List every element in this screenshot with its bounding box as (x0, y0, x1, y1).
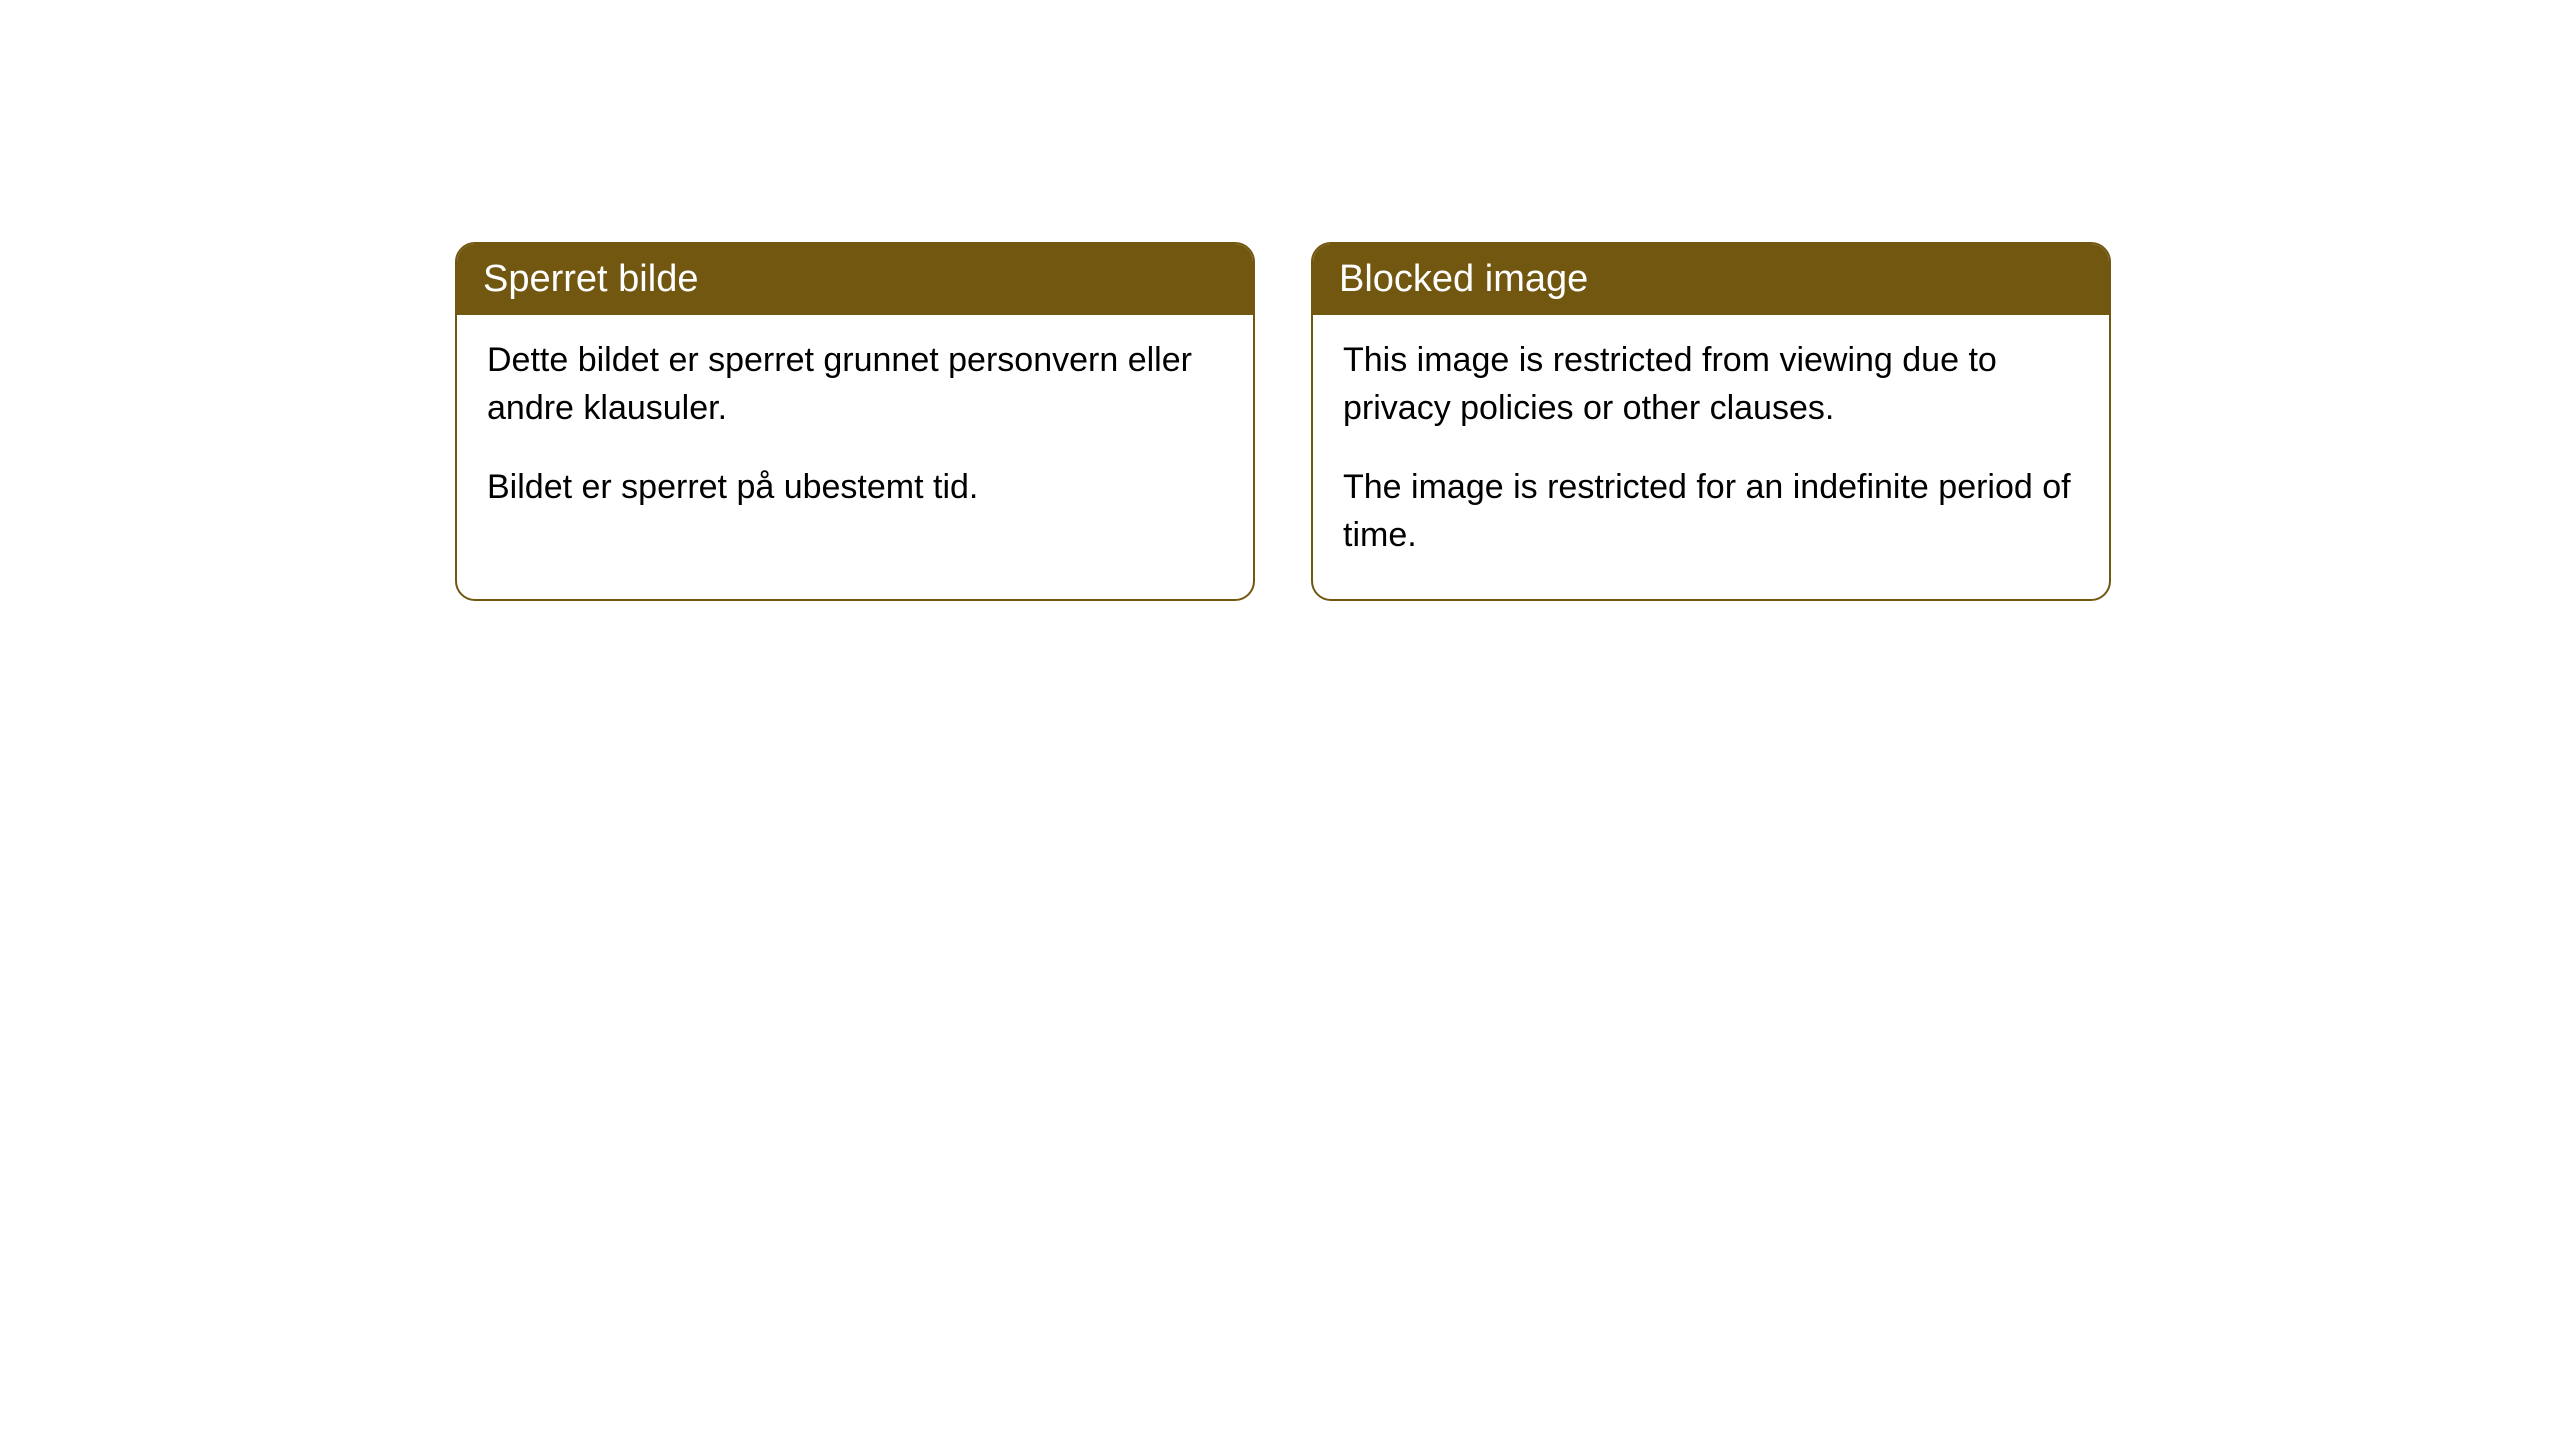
card-title: Blocked image (1339, 258, 1588, 300)
notice-card-english: Blocked image This image is restricted f… (1311, 242, 2111, 601)
card-header: Blocked image (1313, 244, 2109, 315)
notice-card-norwegian: Sperret bilde Dette bildet er sperret gr… (455, 242, 1255, 601)
card-body: Dette bildet er sperret grunnet personve… (457, 315, 1253, 552)
card-body: This image is restricted from viewing du… (1313, 315, 2109, 599)
notice-cards-container: Sperret bilde Dette bildet er sperret gr… (455, 242, 2560, 601)
card-paragraph: Bildet er sperret på ubestemt tid. (487, 464, 1223, 512)
card-paragraph: Dette bildet er sperret grunnet personve… (487, 337, 1223, 432)
card-paragraph: This image is restricted from viewing du… (1343, 337, 2079, 432)
card-paragraph: The image is restricted for an indefinit… (1343, 464, 2079, 559)
card-header: Sperret bilde (457, 244, 1253, 315)
card-title: Sperret bilde (483, 258, 698, 300)
